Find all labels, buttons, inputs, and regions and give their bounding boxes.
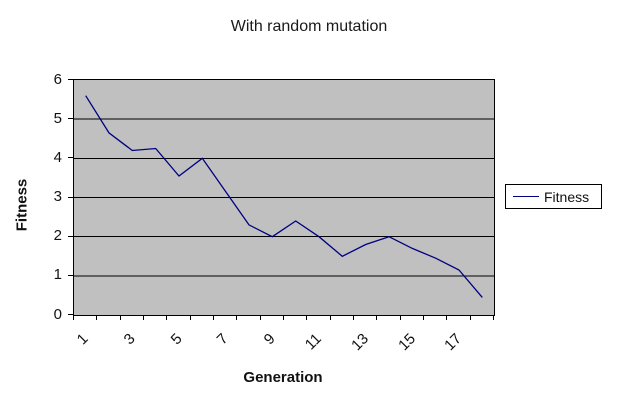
x-tick-mark <box>469 315 471 320</box>
x-tick-mark <box>399 315 401 320</box>
x-tick-mark <box>189 315 191 320</box>
chart-title: With random mutation <box>230 18 388 35</box>
y-tick-mark <box>68 79 73 80</box>
x-tick-mark <box>306 315 308 320</box>
x-tick-label: 3 <box>120 330 139 349</box>
x-tick-label: 13 <box>348 330 372 355</box>
legend: Fitness <box>505 184 602 209</box>
y-tick-mark <box>68 314 73 315</box>
plot-area <box>73 79 495 316</box>
series-line-svg <box>74 95 494 298</box>
x-tick-mark <box>423 315 424 320</box>
y-tick-label: 6 <box>53 70 62 88</box>
y-tick-label: 1 <box>53 266 62 284</box>
y-tick-label: 3 <box>53 188 62 205</box>
legend-line-icon <box>513 196 539 197</box>
x-tick-mark <box>119 315 121 320</box>
y-tick-label: 0 <box>53 305 62 323</box>
x-tick-label: 17 <box>441 330 466 355</box>
x-tick-mark <box>96 315 98 320</box>
x-tick-mark <box>259 315 261 320</box>
x-tick-mark <box>376 315 378 320</box>
x-tick-label: 1 <box>74 330 92 349</box>
y-axis-title: Fitness <box>13 178 31 232</box>
y-tick-mark <box>68 235 73 237</box>
x-tick-mark <box>353 315 354 320</box>
y-tick-mark <box>68 118 73 120</box>
x-tick-mark <box>283 315 284 320</box>
y-tick-label: 2 <box>53 227 62 245</box>
y-tick-label: 5 <box>53 109 62 127</box>
y-tick-label: 4 <box>53 148 62 166</box>
legend-label: Fitness <box>544 188 590 205</box>
x-tick-label: 5 <box>167 330 186 349</box>
x-tick-mark <box>493 315 494 320</box>
x-axis-title: Generation <box>243 369 323 386</box>
x-tick-label: 11 <box>302 330 326 354</box>
y-tick-mark <box>68 157 73 159</box>
x-tick-mark <box>329 315 331 320</box>
x-tick-label: 9 <box>260 330 279 349</box>
x-tick-mark <box>213 315 214 320</box>
x-tick-mark <box>446 315 448 320</box>
y-tick-mark <box>68 274 73 276</box>
x-tick-mark <box>236 315 238 320</box>
x-tick-label: 7 <box>214 330 232 349</box>
x-tick-label: 15 <box>394 330 419 355</box>
x-tick-mark <box>166 315 168 320</box>
y-tick-mark <box>68 196 73 198</box>
x-tick-mark <box>73 315 74 320</box>
x-tick-mark <box>143 315 144 320</box>
series-line <box>85 95 483 298</box>
